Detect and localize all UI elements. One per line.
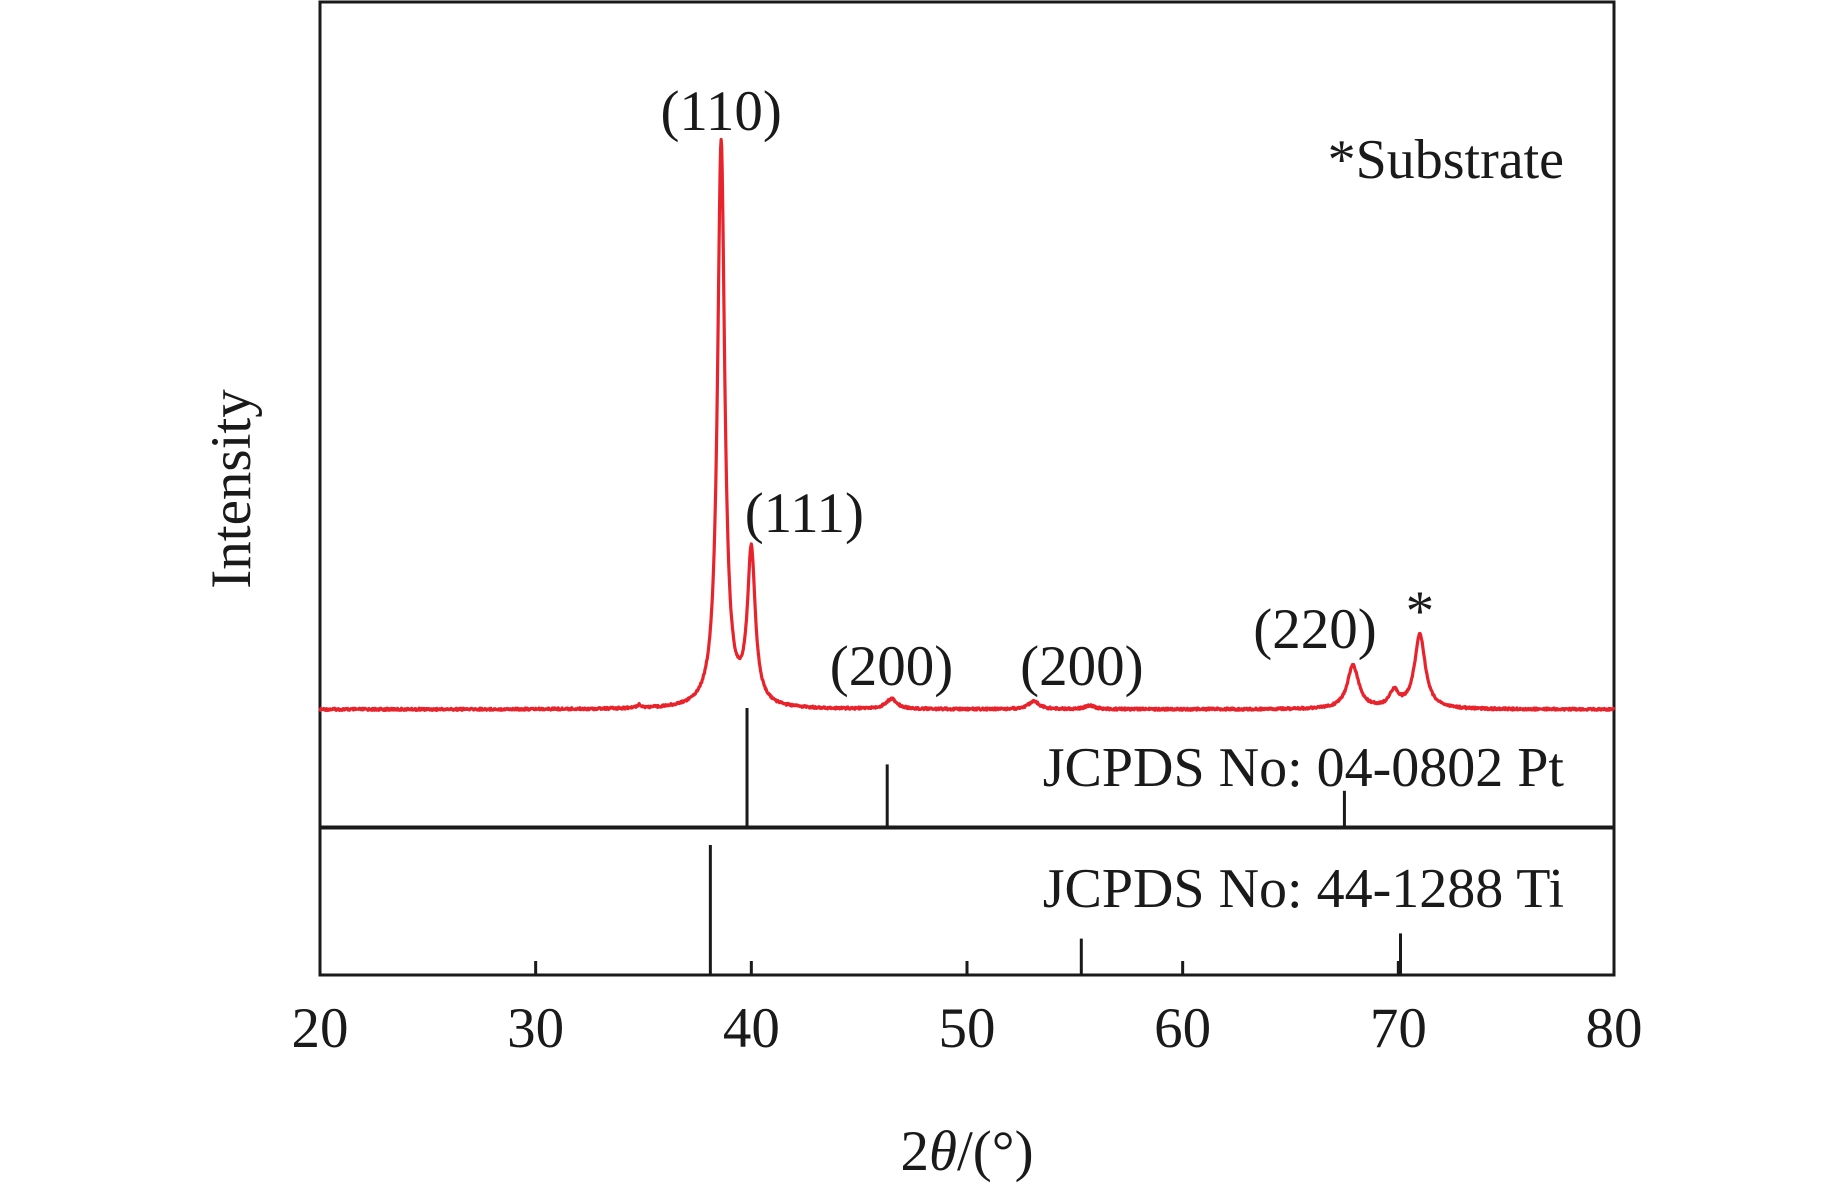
pt-reference-label: JCPDS No: 04-0802 Pt [1043,737,1565,799]
x-tick-label-60: 60 [1154,997,1211,1060]
peak-label-3: (200) [1020,635,1143,698]
x-tick-label-30: 30 [507,997,564,1060]
x-axis-title-suffix: /(°) [957,1120,1034,1183]
x-tick-label-50: 50 [939,997,996,1060]
x-tick-label-20: 20 [292,997,349,1060]
x-tick-label-80: 80 [1586,997,1643,1060]
peak-annotations: (110) (111) (200) (200) (220) * [660,80,1434,698]
peak-label-2: (200) [830,635,953,698]
xrd-series [318,137,1616,713]
x-tick-label-40: 40 [723,997,780,1060]
reference-lines [708,708,1402,975]
substrate-note: *Substrate [1328,129,1564,191]
peak-label-5: * [1406,580,1435,643]
x-axis-ticks [318,961,1616,975]
x-tick-label-70: 70 [1370,997,1427,1060]
xrd-pattern-line [318,137,1616,713]
y-axis-title: Intensity [200,389,263,589]
main-panel-frame [318,0,1616,829]
peak-label-4: (220) [1253,598,1376,661]
ti-reference-label: JCPDS No: 44-1288 Ti [1043,858,1564,920]
peak-label-0: (110) [660,80,781,143]
peak-label-1: (111) [745,482,864,545]
x-axis-title: 2θ/(°) [900,1120,1033,1183]
x-axis-title-prefix: 2 [900,1120,929,1183]
x-axis-title-variable: θ [929,1120,957,1183]
x-axis-tick-labels: 20 30 40 50 60 70 80 [292,997,1643,1060]
